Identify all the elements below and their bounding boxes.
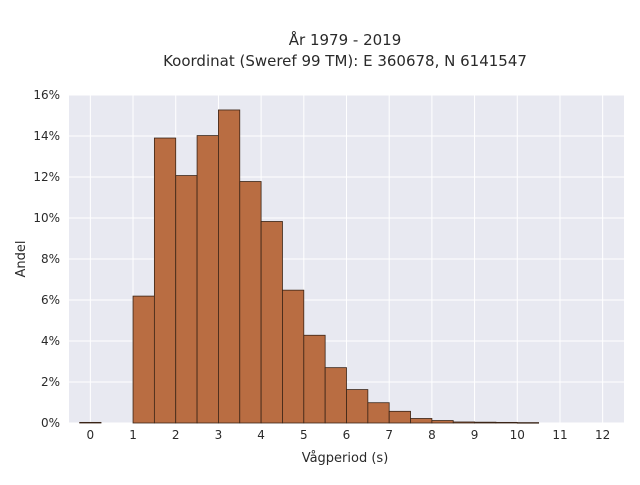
y-axis-ticks: 0% 2% 4% 6% 8% 10% 12% 14% 16% — [33, 88, 60, 430]
x-tick-label-12: 12 — [595, 428, 610, 442]
histogram-bar-11 — [346, 389, 369, 424]
x-tick-label-5: 5 — [300, 428, 308, 442]
histogram-bar-7 — [260, 221, 283, 424]
y-tick-label-5: 10% — [33, 211, 60, 225]
x-tick-label-6: 6 — [343, 428, 351, 442]
histogram-bar-19 — [516, 422, 540, 424]
y-tick-label-6: 12% — [33, 170, 60, 184]
histogram-bar-0 — [79, 421, 102, 424]
chart-title-line-2: Koordinat (Sweref 99 TM): E 360678, N 61… — [163, 52, 527, 70]
histogram-bar-1 — [132, 295, 155, 424]
chart-title-line-1: År 1979 - 2019 — [289, 30, 402, 49]
y-tick-label-8: 16% — [33, 88, 60, 102]
histogram-bar-18 — [495, 421, 518, 424]
x-tick-label-10: 10 — [510, 428, 525, 442]
histogram-bar-13 — [388, 410, 411, 424]
y-tick-label-2: 4% — [41, 334, 60, 348]
y-tick-label-0: 0% — [41, 416, 60, 430]
y-tick-label-4: 8% — [41, 252, 60, 266]
x-tick-label-7: 7 — [385, 428, 393, 442]
histogram-bar-4 — [196, 135, 219, 424]
histogram-bar-9 — [303, 334, 326, 424]
histogram-bar-2 — [153, 137, 177, 424]
x-tick-label-3: 3 — [215, 428, 223, 442]
y-tick-label-3: 6% — [41, 293, 60, 307]
histogram-bar-10 — [324, 367, 347, 424]
histogram-bar-8 — [282, 289, 305, 424]
y-axis-label: Andel — [14, 241, 29, 278]
x-axis-label: Vågperiod (s) — [302, 451, 389, 466]
histogram-bar-6 — [239, 181, 262, 424]
y-tick-label-7: 14% — [33, 129, 60, 143]
histogram-bar-16 — [452, 421, 475, 424]
x-axis-ticks: 0 1 2 3 4 5 6 7 8 9 10 11 12 — [87, 428, 611, 442]
histogram-bar-5 — [218, 109, 241, 424]
x-tick-label-8: 8 — [428, 428, 436, 442]
bars — [79, 109, 540, 424]
y-tick-label-1: 2% — [41, 375, 60, 389]
x-tick-label-2: 2 — [172, 428, 180, 442]
histogram-bar-3 — [175, 175, 198, 424]
x-tick-label-11: 11 — [552, 428, 567, 442]
x-tick-label-1: 1 — [129, 428, 137, 442]
histogram-bar-12 — [367, 402, 390, 424]
x-tick-label-0: 0 — [87, 428, 95, 442]
x-tick-label-9: 9 — [471, 428, 479, 442]
histogram-bar-14 — [410, 418, 433, 424]
histogram-bar-15 — [431, 420, 454, 424]
histogram-bar-17 — [474, 421, 497, 424]
x-tick-label-4: 4 — [257, 428, 265, 442]
